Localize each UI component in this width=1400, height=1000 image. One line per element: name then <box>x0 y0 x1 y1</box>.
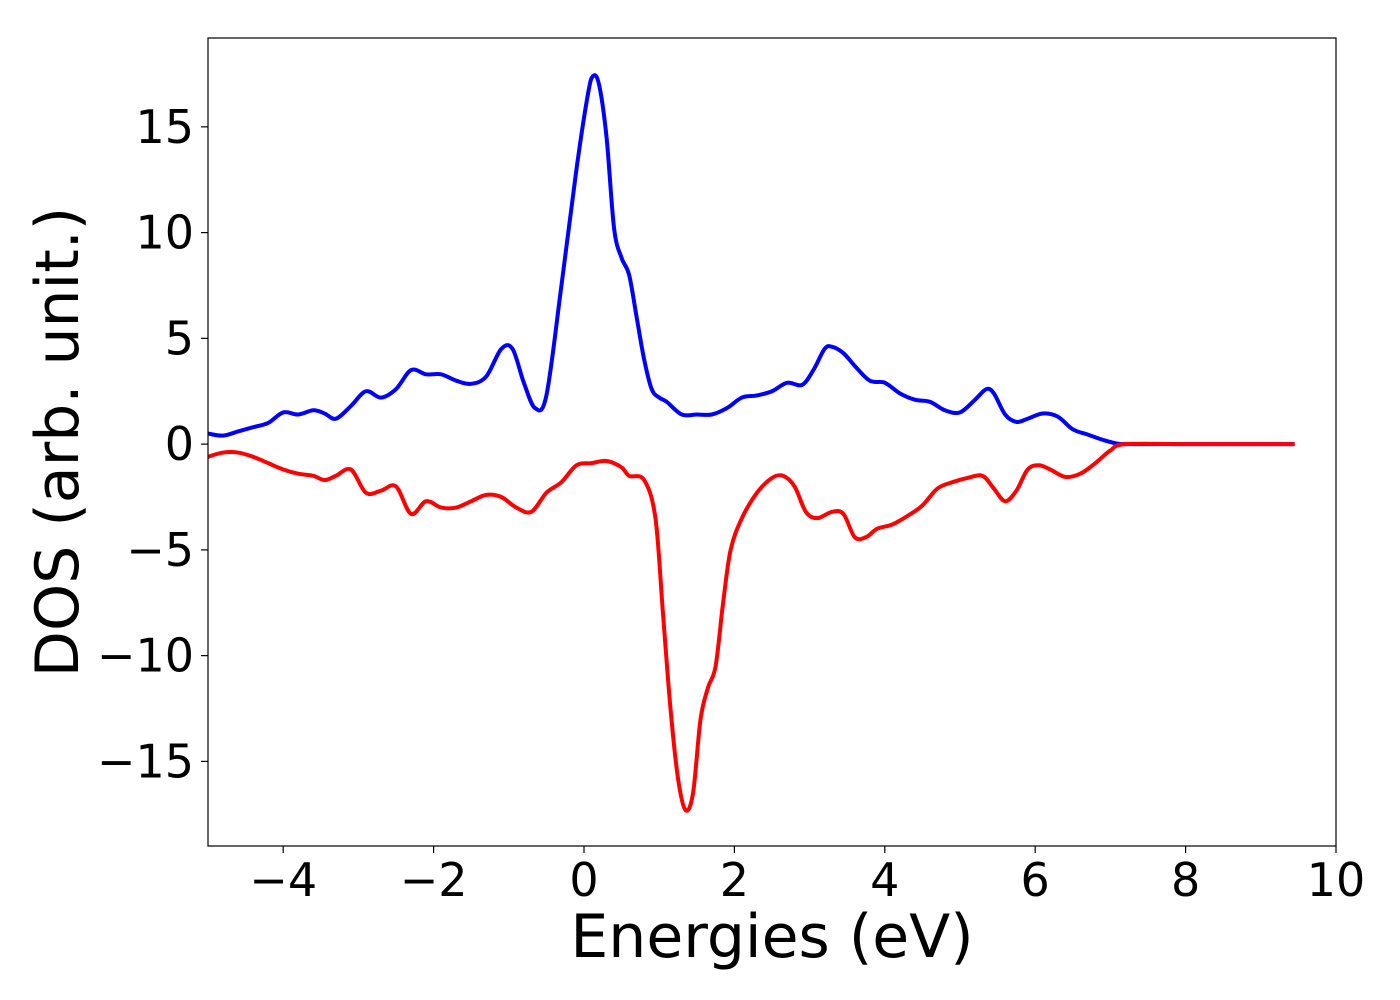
x-tick-label: 4 <box>870 853 899 907</box>
x-tick-label: 6 <box>1021 853 1050 907</box>
plot-frame <box>207 37 1337 847</box>
x-tick-label: 0 <box>569 853 598 907</box>
y-tick-label: −10 <box>97 629 194 683</box>
y-tick-label: 0 <box>165 417 194 471</box>
x-tick-label: 8 <box>1171 853 1200 907</box>
series-line-1 <box>207 441 1295 813</box>
y-tick-label: −5 <box>126 523 194 577</box>
series-line-0 <box>207 73 1295 447</box>
y-axis-ticks: 15 10 5 0 −5 −10 −15 <box>97 100 208 788</box>
series-layer <box>207 73 1295 813</box>
y-axis-label: DOS (arb. unit.) <box>23 207 93 677</box>
y-tick-label: 5 <box>165 311 194 365</box>
x-axis-ticks: −4 −2 0 2 4 6 8 10 <box>249 846 1365 907</box>
x-tick-label: 2 <box>720 853 749 907</box>
x-tick-label: −4 <box>249 853 317 907</box>
y-tick-label: −15 <box>97 734 194 788</box>
y-tick-label: 15 <box>135 100 194 154</box>
x-tick-label: −2 <box>400 853 468 907</box>
x-axis-label: Energies (eV) <box>570 902 973 972</box>
y-tick-label: 10 <box>135 206 194 260</box>
x-tick-label: 10 <box>1307 853 1366 907</box>
